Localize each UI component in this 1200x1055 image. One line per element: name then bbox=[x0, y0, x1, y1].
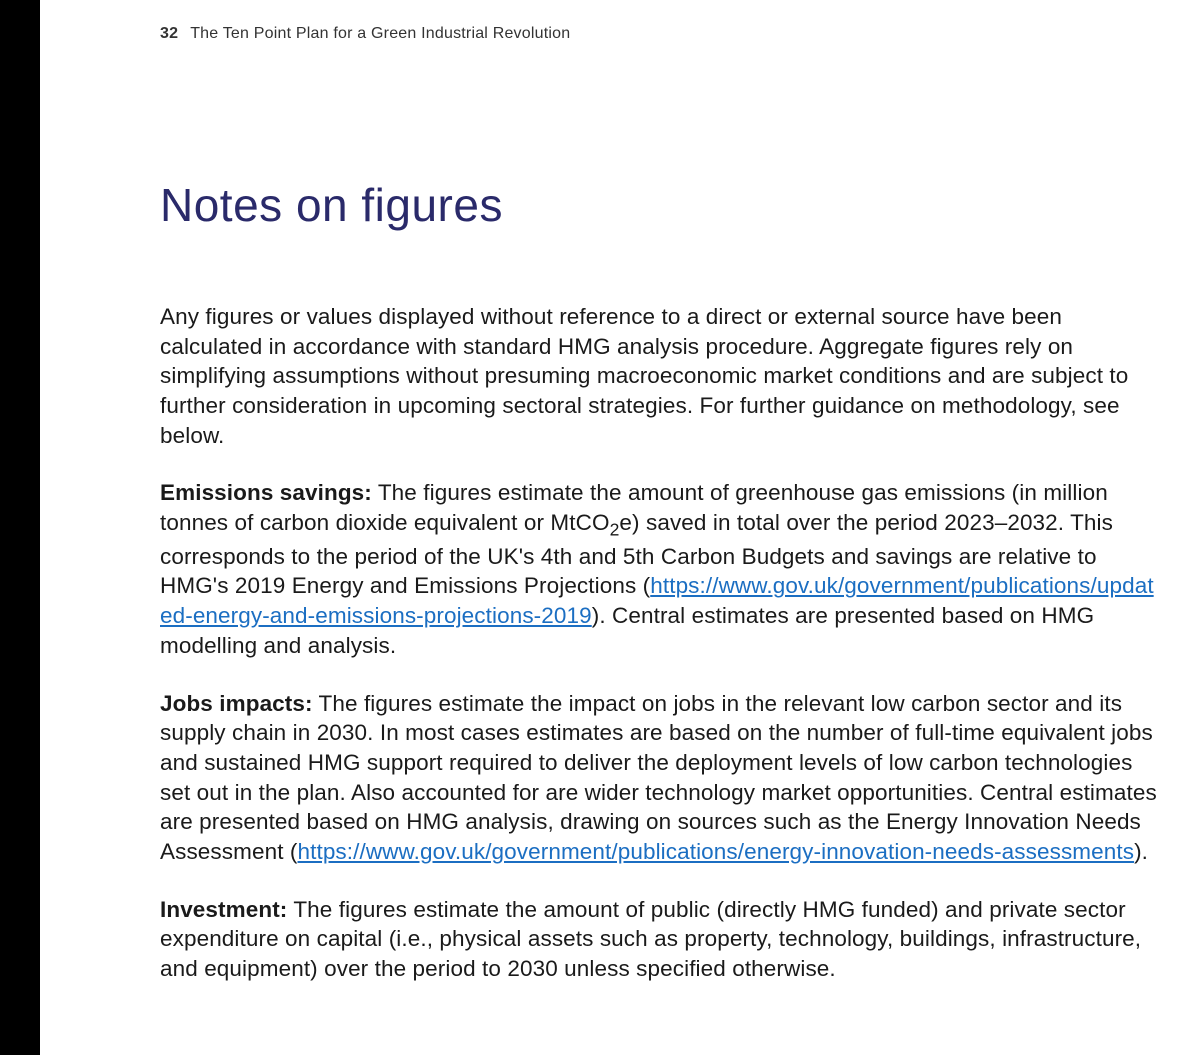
jobs-text-2: ). bbox=[1134, 839, 1148, 864]
emissions-lead: Emissions savings: bbox=[160, 480, 372, 505]
page-title: Notes on figures bbox=[160, 178, 1165, 232]
running-header: 32 The Ten Point Plan for a Green Industr… bbox=[160, 25, 1165, 43]
jobs-lead: Jobs impacts: bbox=[160, 691, 313, 716]
jobs-link[interactable]: https://www.gov.uk/government/publicatio… bbox=[298, 839, 1135, 864]
emissions-subscript: 2 bbox=[610, 520, 620, 540]
investment-text: The figures estimate the amount of publi… bbox=[160, 897, 1141, 981]
running-title: The Ten Point Plan for a Green Industria… bbox=[190, 25, 570, 42]
document-page: 32 The Ten Point Plan for a Green Industr… bbox=[160, 25, 1165, 1012]
jobs-paragraph: Jobs impacts: The figures estimate the i… bbox=[160, 689, 1165, 867]
page-number: 32 bbox=[160, 25, 178, 42]
intro-paragraph: Any figures or values displayed without … bbox=[160, 302, 1165, 450]
emissions-paragraph: Emissions savings: The figures estimate … bbox=[160, 478, 1165, 660]
investment-lead: Investment: bbox=[160, 897, 287, 922]
investment-paragraph: Investment: The figures estimate the amo… bbox=[160, 895, 1165, 984]
page-left-strip bbox=[0, 0, 40, 1055]
jobs-text-1: The figures estimate the impact on jobs … bbox=[160, 691, 1157, 864]
